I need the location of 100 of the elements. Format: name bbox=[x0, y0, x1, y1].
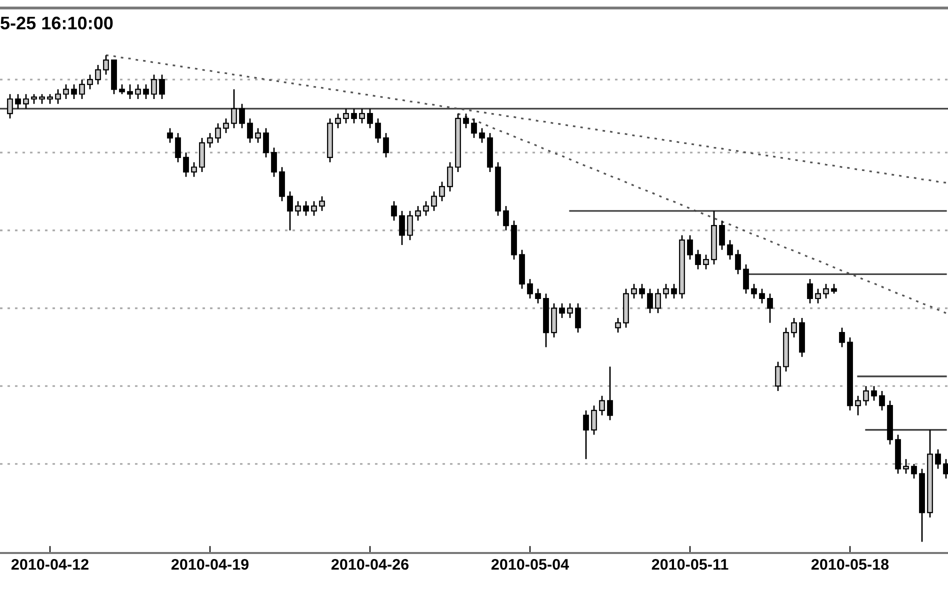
candlestick bbox=[863, 385, 869, 406]
candlestick bbox=[343, 108, 349, 124]
candlestick bbox=[631, 283, 637, 300]
x-tick-label: 2010-05-04 bbox=[491, 558, 569, 570]
candlestick bbox=[503, 205, 509, 232]
candlestick bbox=[383, 132, 389, 158]
candlestick bbox=[127, 84, 133, 100]
candlestick bbox=[183, 152, 189, 178]
candlestick bbox=[751, 283, 757, 300]
candlestick bbox=[87, 74, 93, 90]
candlestick bbox=[63, 84, 69, 100]
candlestick bbox=[247, 118, 253, 144]
candlestick bbox=[471, 118, 477, 139]
candlestick bbox=[263, 127, 269, 158]
candlestick bbox=[295, 200, 301, 216]
candlestick bbox=[423, 200, 429, 216]
candlestick bbox=[7, 93, 13, 120]
candlestick bbox=[775, 361, 781, 392]
candlestick bbox=[655, 288, 661, 314]
candlestick bbox=[151, 74, 157, 100]
candlestick bbox=[159, 74, 165, 100]
candlestick bbox=[607, 366, 613, 421]
candlestick bbox=[903, 458, 909, 474]
candlestick bbox=[815, 288, 821, 304]
candlestick bbox=[839, 327, 845, 348]
candlestick bbox=[663, 283, 669, 300]
candlestick bbox=[351, 108, 357, 124]
candlestick bbox=[599, 395, 605, 416]
candlestick bbox=[703, 254, 709, 270]
candlestick bbox=[871, 385, 877, 402]
candlestick bbox=[207, 132, 213, 148]
candlestick bbox=[791, 317, 797, 338]
candlestick bbox=[399, 210, 405, 246]
candlestick bbox=[463, 112, 469, 129]
candlestick bbox=[119, 84, 125, 95]
candlestick bbox=[615, 317, 621, 334]
candlestick bbox=[287, 190, 293, 232]
candlestick bbox=[167, 127, 173, 144]
x-tick-label: 2010-04-12 bbox=[11, 558, 88, 570]
candlestick bbox=[695, 249, 701, 270]
candlestick bbox=[71, 84, 77, 100]
candlestick bbox=[415, 205, 421, 222]
candlestick bbox=[943, 458, 948, 480]
candlestick bbox=[687, 234, 693, 260]
x-tick-label: 2010-05-18 bbox=[811, 558, 889, 570]
candlestick bbox=[671, 283, 677, 300]
candlestick bbox=[535, 288, 541, 304]
candlestick bbox=[367, 108, 373, 129]
candlestick bbox=[591, 404, 597, 436]
candlestick bbox=[191, 162, 197, 178]
candlestick bbox=[271, 146, 277, 178]
candlestick bbox=[215, 122, 221, 144]
candlestick bbox=[143, 84, 149, 100]
candlestick bbox=[727, 239, 733, 260]
candlestick bbox=[335, 112, 341, 129]
candlestick bbox=[583, 410, 589, 460]
candlestick bbox=[239, 103, 245, 129]
candlestick bbox=[527, 278, 533, 300]
candlestick bbox=[447, 162, 453, 192]
candlestick bbox=[567, 302, 573, 319]
candlestick bbox=[407, 210, 413, 241]
candlestick bbox=[103, 54, 109, 76]
candlestick bbox=[15, 93, 21, 110]
candlestick bbox=[47, 93, 53, 105]
candlestick bbox=[767, 292, 773, 324]
candlestick bbox=[359, 108, 365, 124]
candlestick bbox=[647, 288, 653, 314]
candlestick bbox=[431, 190, 437, 212]
candlestick bbox=[759, 288, 765, 304]
x-tick-label: 2010-05-11 bbox=[652, 558, 728, 570]
candlestick bbox=[855, 395, 861, 416]
candlestick bbox=[559, 302, 565, 319]
candlestick bbox=[39, 93, 45, 105]
candlestick bbox=[375, 118, 381, 144]
x-tick-label: 2010-04-26 bbox=[331, 558, 409, 570]
candlestick bbox=[639, 283, 645, 300]
candlestick bbox=[823, 283, 829, 300]
candlestick bbox=[479, 127, 485, 144]
candlestick bbox=[223, 118, 229, 134]
candlestick bbox=[255, 127, 261, 144]
candlestick bbox=[175, 132, 181, 163]
candlestick bbox=[231, 88, 237, 129]
candlestick bbox=[719, 220, 725, 251]
candlestick bbox=[23, 93, 29, 110]
candlestick bbox=[911, 463, 917, 480]
candlestick bbox=[311, 200, 317, 216]
x-tick-label: 2010-04-19 bbox=[171, 558, 249, 570]
candlestick bbox=[31, 93, 37, 105]
candlestick bbox=[935, 448, 941, 470]
candlestick bbox=[879, 390, 885, 412]
candlestick bbox=[439, 181, 445, 202]
candlestick bbox=[831, 283, 837, 294]
candlestick bbox=[95, 64, 101, 86]
candlestick bbox=[303, 200, 309, 216]
candlestick bbox=[735, 249, 741, 275]
candlestick bbox=[743, 264, 749, 294]
candlestick bbox=[79, 78, 85, 100]
candlestick bbox=[807, 278, 813, 304]
chart-title: 5-25 16:10:00 bbox=[0, 16, 113, 30]
candlestick bbox=[575, 302, 581, 334]
